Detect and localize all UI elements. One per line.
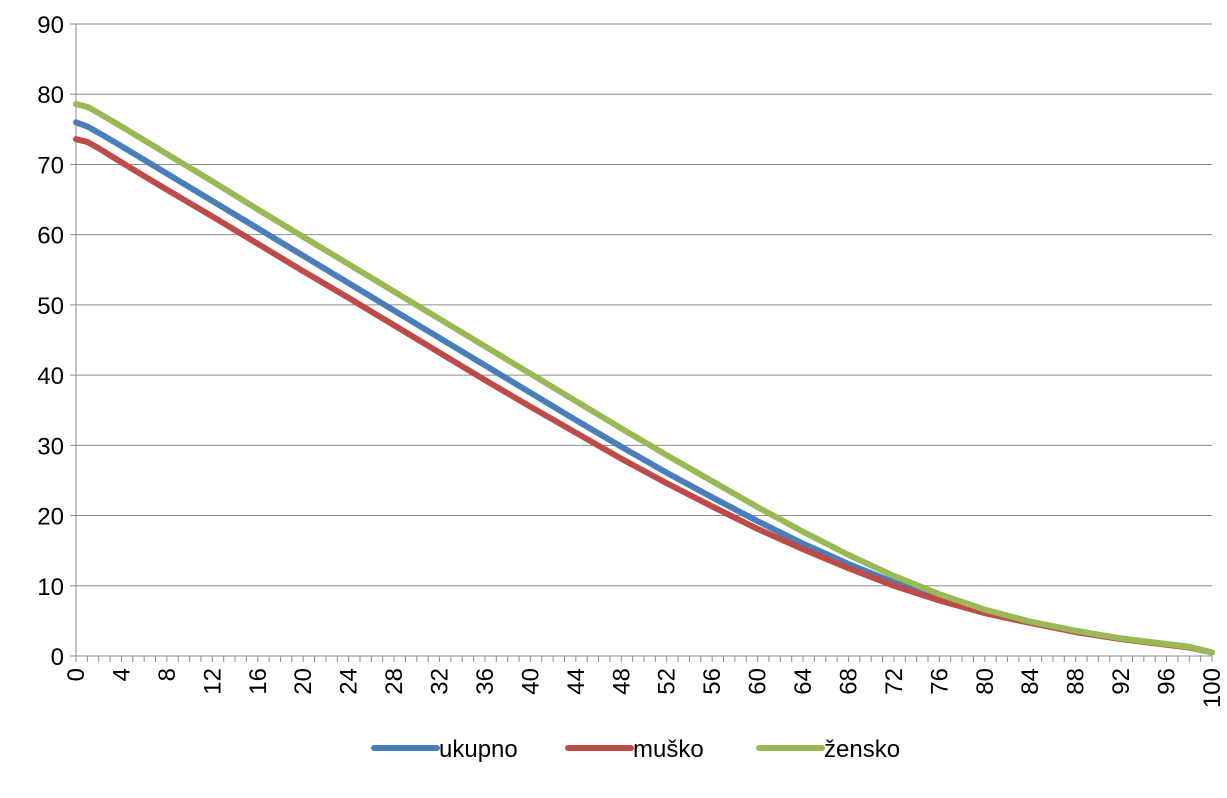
y-tick-label: 90 bbox=[37, 12, 64, 39]
y-tick-label: 60 bbox=[37, 223, 64, 250]
x-tick-label: 100 bbox=[1199, 668, 1226, 708]
y-tick-label: 20 bbox=[37, 504, 64, 531]
x-tick-label: 36 bbox=[472, 668, 499, 695]
y-tick-label: 0 bbox=[51, 644, 64, 671]
x-tick-label: 20 bbox=[290, 668, 317, 695]
legend-label-2: muško bbox=[633, 736, 704, 763]
legend-label-1: ukupno bbox=[439, 736, 518, 763]
x-tick-label: 4 bbox=[108, 668, 135, 681]
y-tick-label: 30 bbox=[37, 433, 64, 460]
legend-label-3: žensko bbox=[824, 736, 900, 763]
x-tick-label: 96 bbox=[1154, 668, 1181, 695]
y-tick-label: 50 bbox=[37, 293, 64, 320]
x-tick-label: 92 bbox=[1108, 668, 1135, 695]
x-tick-label: 24 bbox=[336, 668, 363, 695]
x-axis: 0 4 8 12 16 20 24 28 32 36 40 44 48 52 56 60 64 68 72 76 80 8… bbox=[63, 24, 1226, 708]
legend: ukupno muško žensko bbox=[371, 736, 900, 763]
y-axis-ticks: 0 10 20 30 40 50 60 70 80 90 bbox=[37, 12, 76, 671]
series-lines bbox=[73, 101, 1215, 656]
y-tick-label: 80 bbox=[37, 82, 64, 109]
x-tick-label: 32 bbox=[427, 668, 454, 695]
gridlines bbox=[76, 23, 1212, 587]
x-tick-label: 12 bbox=[199, 668, 226, 695]
series-line-2 bbox=[73, 136, 1215, 656]
series-line-3 bbox=[73, 101, 1215, 656]
x-tick-label: 16 bbox=[245, 668, 272, 695]
x-tick-label: 72 bbox=[881, 668, 908, 695]
x-tick-label: 0 bbox=[63, 668, 90, 681]
x-tick-label: 68 bbox=[835, 668, 862, 695]
x-tick-label: 80 bbox=[972, 668, 999, 695]
x-tick-label: 76 bbox=[926, 668, 953, 695]
x-tick-label: 60 bbox=[745, 668, 772, 695]
y-tick-label: 10 bbox=[37, 574, 64, 601]
x-tick-label: 8 bbox=[154, 668, 181, 681]
x-tick-label: 28 bbox=[381, 668, 408, 695]
y-tick-label: 40 bbox=[37, 363, 64, 390]
x-tick-label: 88 bbox=[1063, 668, 1090, 695]
x-tick-label: 44 bbox=[563, 668, 590, 695]
x-tick-label: 40 bbox=[517, 668, 544, 695]
x-tick-label: 52 bbox=[654, 668, 681, 695]
x-tick-label: 48 bbox=[608, 668, 635, 695]
x-tick-label: 56 bbox=[699, 668, 726, 695]
x-tick-label: 64 bbox=[790, 668, 817, 695]
y-tick-label: 70 bbox=[37, 152, 64, 179]
x-tick-label: 84 bbox=[1017, 668, 1044, 695]
